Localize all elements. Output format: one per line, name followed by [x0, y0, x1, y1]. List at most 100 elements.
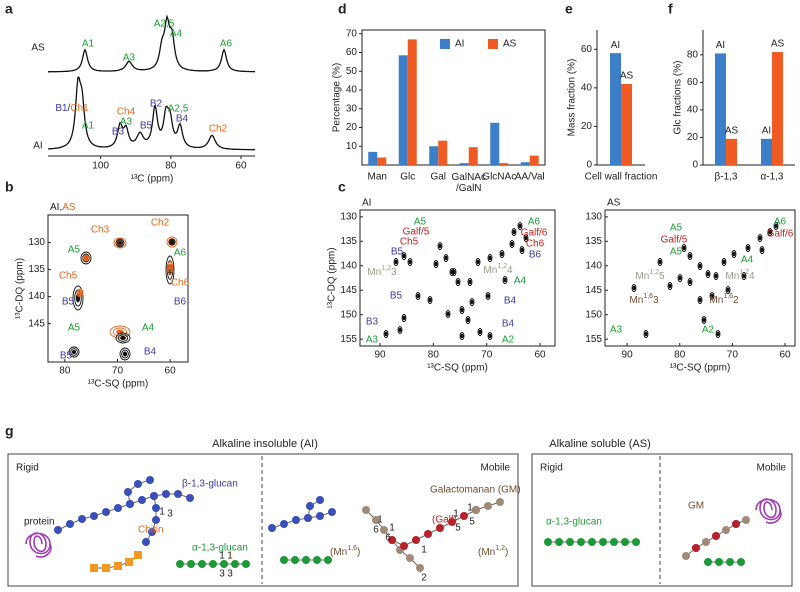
text-part: ) — [505, 547, 508, 558]
chain-bond — [127, 479, 151, 505]
plot-frame — [604, 209, 796, 347]
y-tick-label: 40 — [687, 105, 699, 116]
bar — [377, 157, 387, 165]
contour — [72, 285, 84, 311]
contour — [715, 330, 721, 338]
contour — [444, 255, 448, 261]
monomer — [692, 544, 700, 552]
panel-title: AS — [607, 198, 621, 209]
bar — [772, 52, 783, 165]
superscript: 1,6 — [723, 293, 733, 300]
contour — [446, 311, 450, 317]
bar — [368, 151, 378, 165]
peak-label: Ch4 — [117, 107, 136, 118]
y-tick-label: 50 — [346, 66, 358, 77]
contour — [732, 251, 736, 257]
monomer — [621, 538, 629, 546]
monomer — [102, 508, 110, 516]
contour — [445, 310, 451, 318]
illustration — [48, 14, 255, 73]
monomer — [313, 556, 321, 564]
contour — [643, 330, 649, 338]
peak-label: A6 — [528, 217, 541, 228]
contour — [433, 260, 439, 268]
contour — [706, 271, 710, 277]
contour — [667, 282, 673, 290]
linkage-number: 1 — [467, 503, 473, 514]
monomer — [436, 524, 444, 532]
y-tick-label: 40 — [581, 82, 593, 93]
text-part: AI, — [50, 202, 62, 213]
peak-label: A2,5 — [168, 104, 189, 115]
linkage-number: 3 — [227, 569, 233, 580]
legend-swatch — [440, 39, 450, 49]
contour — [113, 237, 127, 249]
superscript: 1,2 — [497, 263, 507, 270]
peak-label: Ch6 — [171, 278, 190, 289]
monomer — [316, 512, 324, 520]
y-tick-label: 20 — [687, 132, 699, 143]
peak-label: Ch6 — [526, 239, 545, 250]
peak-label: A2,5 — [154, 19, 175, 30]
peak-label: B3 — [112, 127, 125, 138]
diagram-label: GM — [688, 501, 704, 512]
diagram-label: (Mn1,6) — [330, 545, 360, 558]
contour — [502, 276, 508, 284]
x-tick-label: 60 — [165, 366, 177, 377]
contour — [408, 259, 412, 265]
contour — [466, 317, 470, 323]
legend-swatch — [488, 39, 498, 49]
contour — [687, 278, 693, 286]
text-part: Ch1 — [70, 103, 89, 114]
bar — [621, 84, 632, 165]
linkage-number: 6 — [385, 533, 391, 544]
contour — [416, 293, 420, 299]
contour — [698, 297, 702, 303]
monomer — [209, 560, 217, 568]
peak-label: Galf/6 — [521, 228, 548, 239]
peak-label: A5 — [68, 323, 81, 334]
text-part: Mn — [629, 295, 643, 306]
monomer — [134, 480, 142, 488]
legend-label: AI — [455, 39, 464, 50]
monomer — [544, 538, 552, 546]
peak-label: Ch2 — [209, 124, 228, 135]
panel-label: g — [5, 423, 14, 439]
monomer — [90, 512, 98, 520]
y-tick-label: 0 — [692, 160, 698, 171]
monomer — [187, 560, 195, 568]
text-part: 4 — [507, 265, 513, 276]
contour — [82, 254, 90, 262]
contour — [115, 238, 125, 248]
contour — [434, 261, 438, 267]
linkage-number: 1 — [227, 551, 233, 562]
superscript: 1,6 — [347, 545, 357, 552]
contour — [741, 272, 747, 280]
section-title: Alkaline insoluble (AI) — [212, 438, 318, 450]
bar-label: AS — [620, 71, 634, 82]
peak-label: A1 — [82, 121, 95, 132]
peak-label: Ch5 — [400, 237, 419, 248]
x-tick-label: 80 — [428, 350, 440, 361]
y-tick-label: 20 — [581, 121, 593, 132]
monomer — [610, 538, 618, 546]
contour — [83, 255, 89, 261]
contour — [443, 254, 449, 262]
monomer — [577, 538, 585, 546]
text-part: 4 — [749, 271, 755, 282]
peak-label: Ch3 — [91, 225, 110, 236]
monomer — [742, 516, 750, 524]
monomer — [198, 560, 206, 568]
text-part: Mn — [635, 271, 649, 282]
monomer — [712, 532, 720, 540]
diagram-label: α-1,3-glucan — [192, 543, 248, 554]
contour — [170, 240, 174, 244]
x-tick-label: GlcNAc — [482, 172, 516, 183]
bar — [468, 147, 478, 165]
contour — [773, 222, 779, 230]
peak-label: A4 — [514, 276, 527, 287]
y-tick-label: 140 — [585, 260, 602, 271]
bar — [520, 162, 530, 165]
linkage-number: 2 — [421, 573, 427, 584]
contour — [510, 241, 514, 247]
